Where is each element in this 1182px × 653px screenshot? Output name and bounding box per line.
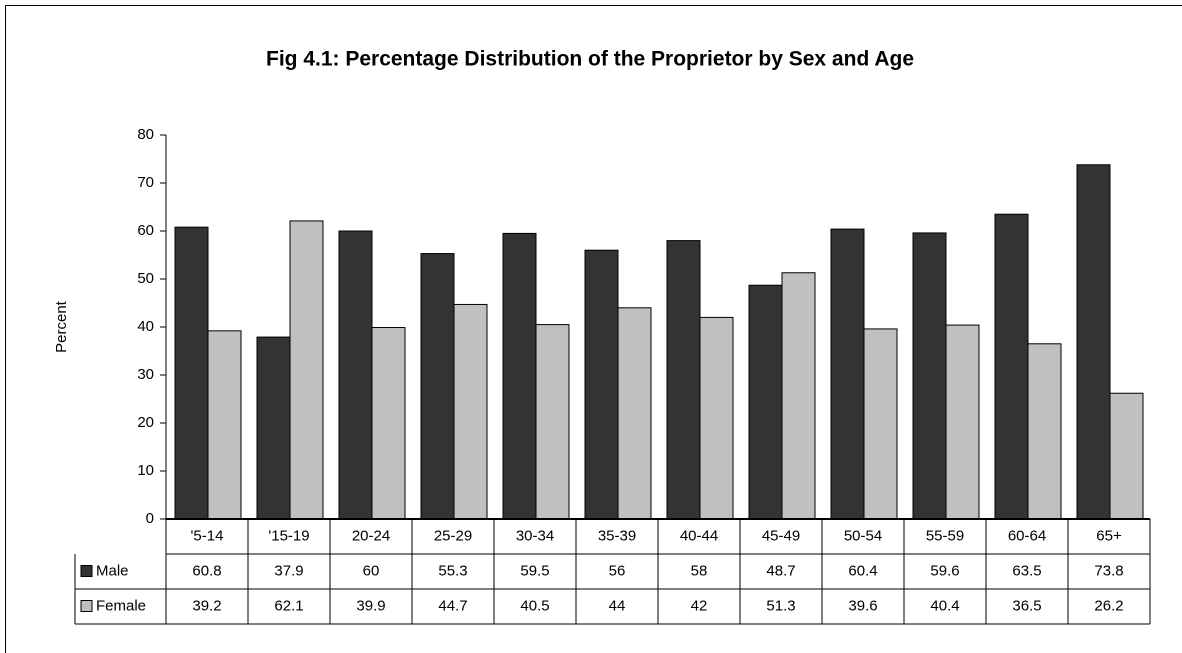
legend-label: Female	[96, 597, 146, 614]
x-tick-label: 50-54	[844, 527, 882, 544]
legend-swatch	[80, 565, 93, 577]
bar	[748, 284, 783, 520]
y-tick-label: 60	[137, 222, 154, 239]
bar	[781, 272, 816, 520]
x-tick-label: 20-24	[352, 527, 390, 544]
bar	[174, 226, 209, 520]
bar	[289, 220, 324, 520]
bar	[338, 230, 373, 520]
table-value: 36.5	[1012, 597, 1041, 614]
x-tick-label: 25-29	[434, 527, 472, 544]
bar	[830, 228, 865, 520]
bar	[699, 316, 734, 520]
bar	[584, 249, 619, 520]
x-tick-label: 65+	[1096, 527, 1122, 544]
table-value: 48.7	[766, 562, 795, 579]
table-value: 26.2	[1094, 597, 1123, 614]
table-value: 60.4	[848, 562, 877, 579]
table-value: 59.5	[520, 562, 549, 579]
table-value: 40.5	[520, 597, 549, 614]
table-value: 60	[363, 562, 380, 579]
x-tick-label: 45-49	[762, 527, 800, 544]
table-value: 39.2	[192, 597, 221, 614]
bar	[863, 328, 898, 520]
y-tick-label: 20	[137, 414, 154, 431]
bar	[666, 240, 701, 520]
y-axis-label: Percent	[53, 300, 70, 353]
table-value: 55.3	[438, 562, 467, 579]
table-value: 51.3	[766, 597, 795, 614]
bar	[994, 213, 1029, 520]
x-tick-label: '5-14	[191, 527, 224, 544]
y-tick-label: 30	[137, 366, 154, 383]
table-value: 73.8	[1094, 562, 1123, 579]
bar	[502, 232, 537, 520]
legend-label: Male	[96, 562, 129, 579]
table-value: 44	[609, 597, 626, 614]
table-value: 63.5	[1012, 562, 1041, 579]
bar	[912, 232, 947, 520]
x-tick-label: 60-64	[1008, 527, 1046, 544]
bar	[617, 307, 652, 520]
bar	[420, 253, 455, 520]
x-tick-label: '15-19	[268, 527, 309, 544]
table-value: 59.6	[930, 562, 959, 579]
y-tick-label: 80	[137, 126, 154, 143]
bar	[1027, 343, 1062, 520]
y-tick-label: 10	[137, 462, 154, 479]
table-value: 37.9	[274, 562, 303, 579]
x-tick-label: 30-34	[516, 527, 554, 544]
table-value: 58	[691, 562, 708, 579]
table-value: 62.1	[274, 597, 303, 614]
bar	[207, 330, 242, 520]
table-value: 44.7	[438, 597, 467, 614]
table-value: 60.8	[192, 562, 221, 579]
x-tick-label: 55-59	[926, 527, 964, 544]
y-tick-label: 0	[146, 510, 154, 527]
bar	[1076, 164, 1111, 520]
bar	[945, 324, 980, 520]
bar	[256, 336, 291, 520]
x-tick-label: 40-44	[680, 527, 718, 544]
chart-title: Fig 4.1: Percentage Distribution of the …	[266, 48, 914, 71]
table-value: 39.6	[848, 597, 877, 614]
y-tick-label: 50	[137, 270, 154, 287]
table-value: 56	[609, 562, 626, 579]
frame	[5, 5, 1182, 653]
bar	[371, 326, 406, 520]
table-value: 39.9	[356, 597, 385, 614]
bar	[1109, 392, 1144, 520]
y-tick-label: 70	[137, 174, 154, 191]
y-tick-label: 40	[137, 318, 154, 335]
x-tick-label: 35-39	[598, 527, 636, 544]
bar	[453, 303, 488, 520]
bar	[535, 324, 570, 520]
legend-swatch	[80, 600, 93, 612]
table-value: 40.4	[930, 597, 959, 614]
table-value: 42	[691, 597, 708, 614]
